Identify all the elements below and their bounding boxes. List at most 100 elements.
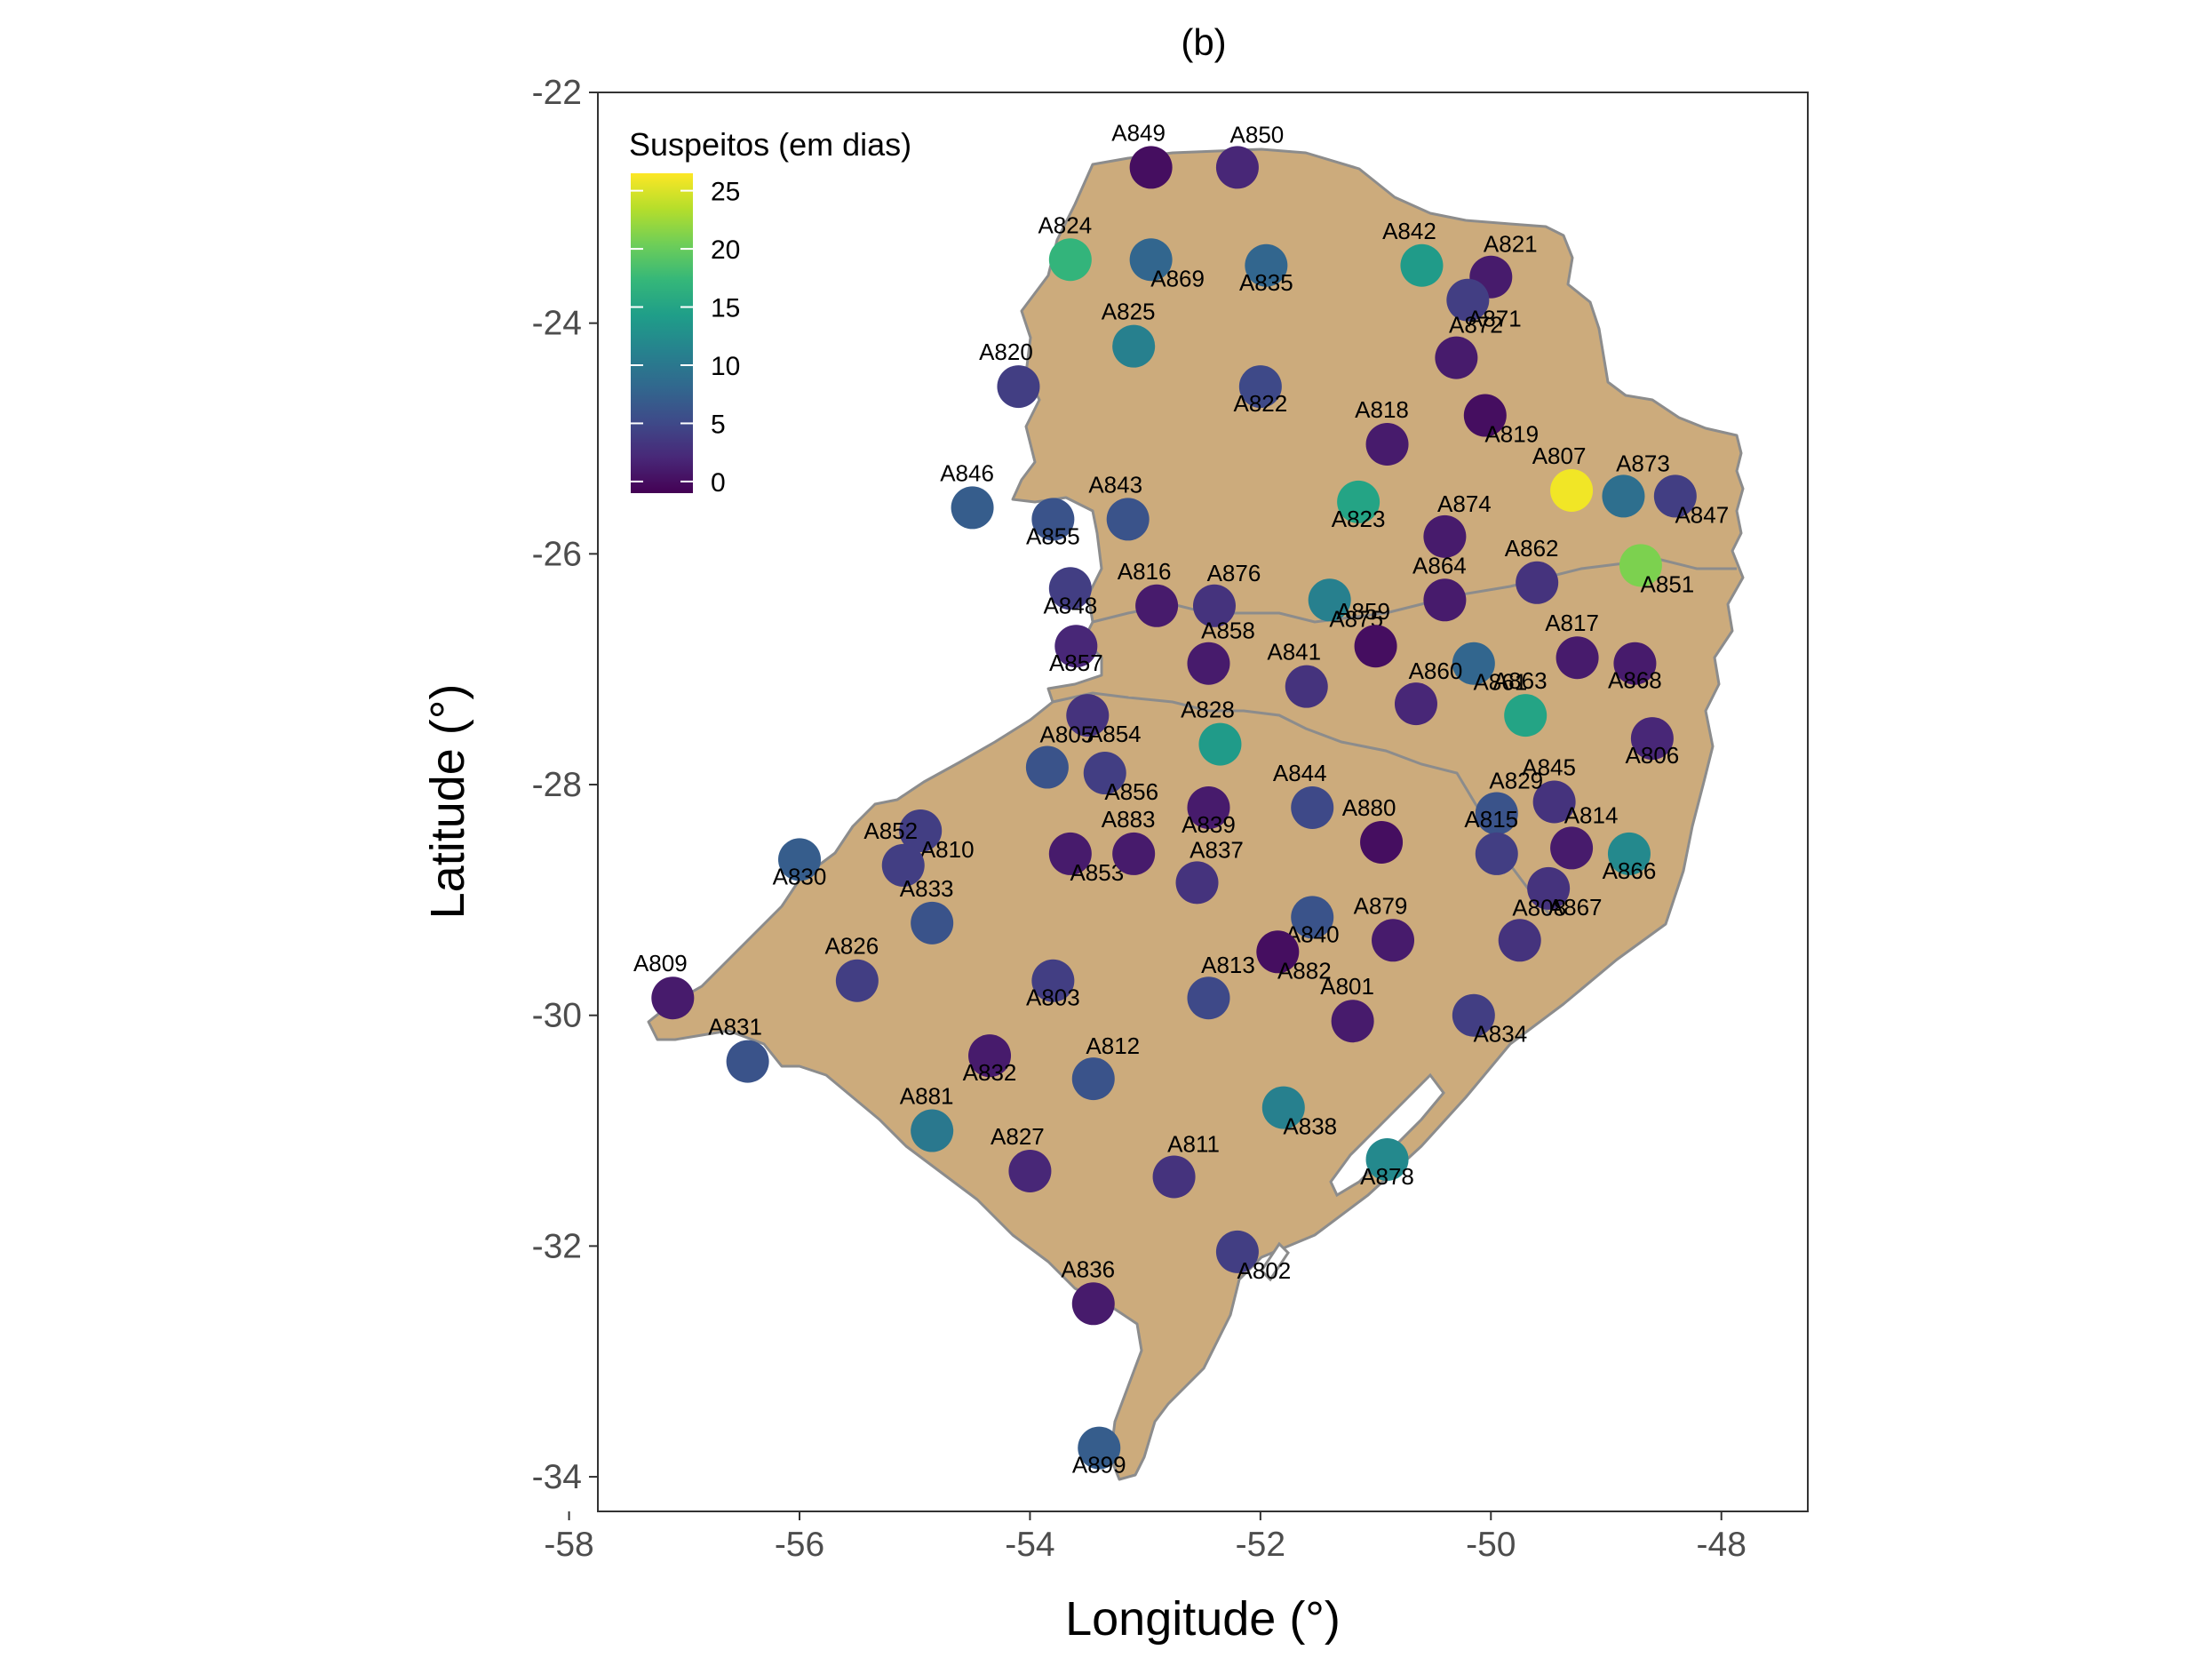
station-label: A863 [1493, 667, 1548, 694]
station-point [835, 959, 879, 1002]
station-label: A818 [1355, 396, 1409, 423]
station-point [1187, 785, 1230, 829]
station-point [1106, 498, 1150, 541]
x-tick-label: -54 [1005, 1526, 1054, 1564]
station-label: A859 [1336, 598, 1390, 625]
station-point [1192, 584, 1236, 627]
station-point [1613, 642, 1657, 685]
station-point [1152, 1155, 1196, 1199]
station-label: A842 [1382, 218, 1436, 244]
station-point [1630, 717, 1674, 761]
station-point [1025, 745, 1069, 789]
x-tick-label: -48 [1697, 1526, 1747, 1564]
station-label: A827 [991, 1123, 1045, 1150]
legend: Suspeitos (em dias) 25 20 15 10 5 0 [629, 126, 911, 498]
station-point [1071, 1057, 1115, 1101]
station-point [1550, 826, 1594, 870]
station-point [1008, 1149, 1052, 1192]
station-label: A831 [708, 1014, 762, 1040]
station-label: A873 [1616, 450, 1670, 476]
station-label: A854 [1087, 721, 1142, 747]
x-tick-label: -58 [544, 1526, 593, 1564]
station-point [1400, 243, 1444, 287]
station-label: A834 [1473, 1021, 1527, 1048]
station-point [651, 976, 695, 1020]
y-tick-label: -24 [532, 305, 582, 343]
station-label: A855 [1026, 522, 1080, 549]
station-label: A867 [1548, 894, 1603, 921]
station-label: A839 [1182, 811, 1236, 838]
station-point [1475, 832, 1518, 875]
station-point [951, 486, 994, 530]
station-label: A850 [1230, 121, 1285, 147]
legend-tick-label: 5 [711, 410, 726, 439]
x-tick-label: -50 [1466, 1526, 1516, 1564]
station-point [899, 809, 943, 852]
station-point [1048, 832, 1092, 875]
station-point [1337, 480, 1381, 523]
station-label: A878 [1360, 1163, 1414, 1190]
y-tick-label: -26 [532, 535, 582, 573]
station-label: A861 [1473, 669, 1527, 696]
station-point [1504, 694, 1548, 737]
station-label: A862 [1505, 535, 1559, 562]
station-label: A899 [1072, 1452, 1126, 1479]
station-label: A832 [963, 1059, 1017, 1086]
station-point [881, 843, 925, 887]
station-point [1619, 544, 1662, 587]
station-label: A821 [1484, 231, 1538, 258]
station-label: A816 [1118, 558, 1172, 585]
station-label: A851 [1641, 570, 1695, 597]
station-label: A844 [1273, 760, 1327, 786]
station-label: A838 [1283, 1113, 1337, 1140]
station-point [1112, 832, 1156, 875]
station-point [1291, 785, 1334, 829]
station-point [1354, 625, 1397, 668]
station-label: A811 [1167, 1130, 1220, 1157]
station-point [1048, 567, 1092, 610]
station-point [1365, 423, 1409, 466]
station-point [1187, 642, 1230, 685]
station-point [1238, 365, 1282, 409]
legend-tick-label: 15 [711, 294, 740, 323]
y-tick-label: -30 [532, 997, 582, 1035]
station-label: A824 [1038, 211, 1092, 238]
station-point [1435, 336, 1478, 379]
station-point [1331, 1000, 1374, 1043]
station-point [1527, 866, 1571, 910]
legend-colorbar [631, 173, 693, 493]
station-label: A819 [1484, 421, 1539, 448]
station-label: A830 [773, 863, 827, 889]
station-label: A848 [1043, 592, 1097, 618]
station-label: A836 [1061, 1255, 1115, 1282]
station-label: A869 [1150, 265, 1205, 291]
station-label: A879 [1354, 892, 1408, 919]
station-point [1498, 919, 1541, 962]
station-point [778, 838, 821, 881]
station-label: A812 [1086, 1032, 1140, 1059]
legend-title: Suspeitos (em dias) [629, 126, 911, 163]
station-point [1463, 394, 1507, 437]
station-label: A866 [1603, 857, 1657, 884]
legend-tick-label: 20 [711, 235, 740, 265]
station-point [911, 1109, 954, 1152]
station-point [1175, 861, 1219, 905]
stations: A849 A850 A869 A824 A835 A842 A821 A871 A825 A822… [633, 119, 1729, 1478]
station-point [1532, 780, 1576, 824]
station-point [1083, 752, 1126, 795]
station-label: A864 [1412, 552, 1467, 578]
station-point [1054, 625, 1098, 668]
station-point [1031, 498, 1075, 541]
station-point [1308, 578, 1351, 622]
y-axis-title: Latitude (°) [421, 684, 474, 920]
station-point [1653, 474, 1697, 518]
y-tick-label: -32 [532, 1227, 582, 1265]
station-point [1198, 722, 1242, 766]
station-label: A868 [1608, 667, 1662, 694]
station-point [726, 1040, 769, 1083]
station-point [1048, 238, 1092, 282]
station-label: A803 [1026, 984, 1080, 1011]
legend-ticks: 25 20 15 10 5 0 [631, 178, 740, 498]
